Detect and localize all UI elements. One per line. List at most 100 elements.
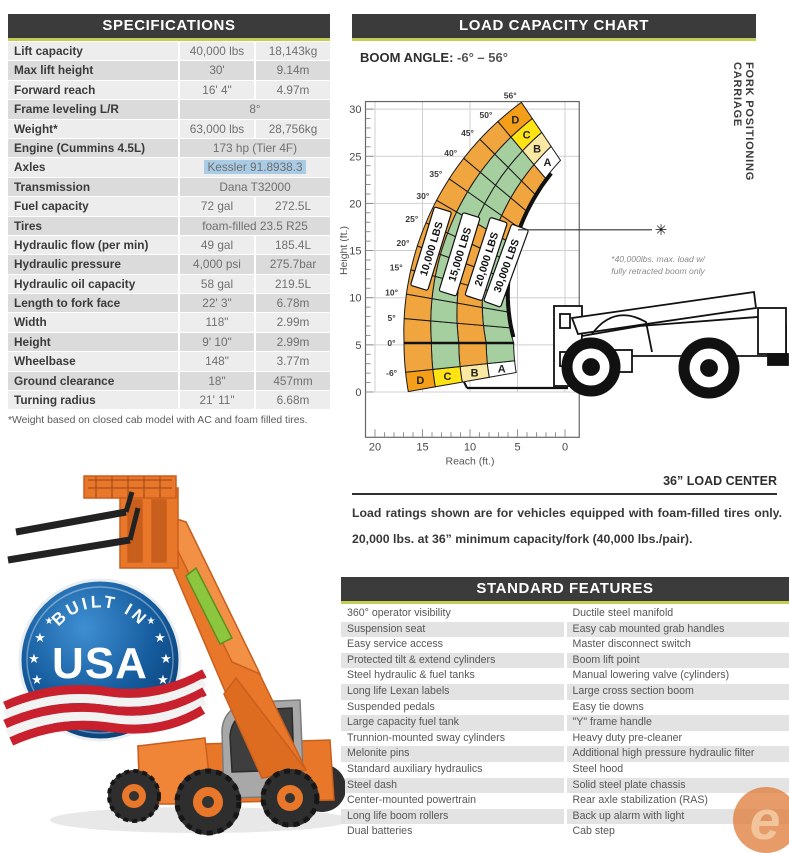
fan-cell	[431, 343, 460, 369]
svg-text:0: 0	[355, 387, 361, 399]
spec-value-metric: 4.97m	[256, 81, 330, 99]
spec-value-us: 16' 4"	[180, 81, 254, 99]
wheel-rear-left	[108, 770, 160, 822]
svg-text:40°: 40°	[444, 148, 457, 158]
feature-item: Heavy duty pre-cleaner	[567, 731, 789, 747]
svg-text:30: 30	[349, 104, 361, 116]
spec-label: Hydraulic pressure	[8, 255, 178, 273]
load-capacity-chart: ABCDABCD-6°0°5°10°15°20°25°30°35°40°45°5…	[340, 56, 789, 470]
spec-value-metric: 272.5L	[256, 197, 330, 215]
svg-text:25: 25	[349, 151, 361, 163]
spec-label: Turning radius	[8, 391, 178, 409]
spec-label: Transmission	[8, 178, 178, 196]
highlighted-value: Kessler 91.8938.3	[204, 160, 305, 174]
spec-value: 173 hp (Tier 4F)	[180, 139, 330, 157]
spec-value: Dana T32000	[180, 178, 330, 196]
built-in-usa-badge: BUILT IN ★★★ ★★ ★★★ ★★ ★★ USA	[2, 580, 210, 746]
load-ratings-description: Load ratings shown are for vehicles equi…	[352, 500, 782, 552]
feature-item: Melonite pins	[341, 746, 564, 762]
svg-text:20°: 20°	[396, 238, 409, 248]
spec-value-us: 72 gal	[180, 197, 254, 215]
spec-value-metric: 219.5L	[256, 275, 330, 293]
spec-value-us: 118"	[180, 313, 254, 331]
spec-value-metric: 185.4L	[256, 236, 330, 254]
asterisk-marker: ✳	[655, 222, 668, 239]
svg-text:25°: 25°	[405, 214, 418, 224]
feature-item: Steel hood	[567, 762, 789, 778]
svg-text:50°: 50°	[480, 110, 493, 120]
spec-value-us: 22' 3"	[180, 294, 254, 312]
svg-text:-6°: -6°	[386, 368, 398, 378]
zone-letter: C	[443, 371, 451, 383]
load-center-label: 36” LOAD CENTER	[352, 474, 777, 488]
svg-text:★: ★	[160, 651, 172, 666]
svg-text:★: ★	[31, 672, 43, 687]
standard-features-header: STANDARD FEATURES	[341, 577, 789, 604]
spec-row: Axles Kessler 91.8938.3	[8, 158, 330, 176]
svg-text:5: 5	[355, 340, 361, 352]
fan-cell	[457, 323, 486, 343]
spec-value-us: 21' 11"	[180, 391, 254, 409]
spec-label: Fuel capacity	[8, 197, 178, 215]
spec-label: Height	[8, 333, 178, 351]
y-axis-title: Height (ft.)	[340, 226, 350, 275]
feature-item: "Y" frame handle	[567, 715, 789, 731]
specifications-header: SPECIFICATIONS	[8, 14, 330, 41]
spec-label: Tires	[8, 217, 178, 235]
spec-value-us: 40,000 lbs	[180, 42, 254, 60]
feature-item: Large cross section boom	[567, 684, 789, 700]
spec-value: foam-filled 23.5 R25	[180, 217, 330, 235]
feature-item: Suspended pedals	[341, 700, 564, 716]
wheel-front-left	[175, 769, 241, 835]
fan-cell	[431, 321, 459, 343]
spec-value: 8°	[180, 100, 330, 118]
svg-text:15: 15	[349, 246, 361, 258]
spec-value-us: 49 gal	[180, 236, 254, 254]
svg-text:20: 20	[349, 198, 361, 210]
forks	[8, 492, 138, 560]
feature-item: Suspension seat	[341, 622, 564, 638]
spec-label: Axles	[8, 158, 178, 176]
svg-text:0: 0	[562, 441, 568, 453]
zone-letter: B	[533, 143, 541, 155]
feature-item: Dual batteries	[341, 824, 564, 840]
spec-label: Hydraulic oil capacity	[8, 275, 178, 293]
spec-value-metric: 2.99m	[256, 333, 330, 351]
spec-label: Lift capacity	[8, 42, 178, 60]
svg-text:★: ★	[34, 630, 46, 645]
spec-label: Width	[8, 313, 178, 331]
spec-value: Kessler 91.8938.3	[180, 158, 330, 176]
spec-value-us: 18"	[180, 372, 254, 390]
spec-label: Wheelbase	[8, 352, 178, 370]
feature-item: Large capacity fuel tank	[341, 715, 564, 731]
svg-text:★: ★	[45, 616, 54, 627]
spec-value-metric: 6.78m	[256, 294, 330, 312]
fan-cell	[459, 343, 488, 367]
spec-label: Hydraulic flow (per min)	[8, 236, 178, 254]
svg-text:15°: 15°	[390, 263, 403, 273]
fan-cell	[404, 343, 433, 372]
spec-value-metric: 28,756kg	[256, 120, 330, 138]
spec-value-us: 9' 10"	[180, 333, 254, 351]
telehandler-photo: BUILT IN ★★★ ★★ ★★★ ★★ ★★ USA	[0, 448, 345, 847]
svg-text:10: 10	[349, 293, 361, 305]
zone-letter: A	[544, 157, 552, 169]
spec-value-us: 63,000 lbs	[180, 120, 254, 138]
svg-text:15: 15	[416, 441, 428, 453]
spec-value-us: 58 gal	[180, 275, 254, 293]
feature-item: Protected tilt & extend cylinders	[341, 653, 564, 669]
zone-letter: C	[523, 129, 531, 141]
feature-item: Additional high pressure hydraulic filte…	[567, 746, 789, 762]
